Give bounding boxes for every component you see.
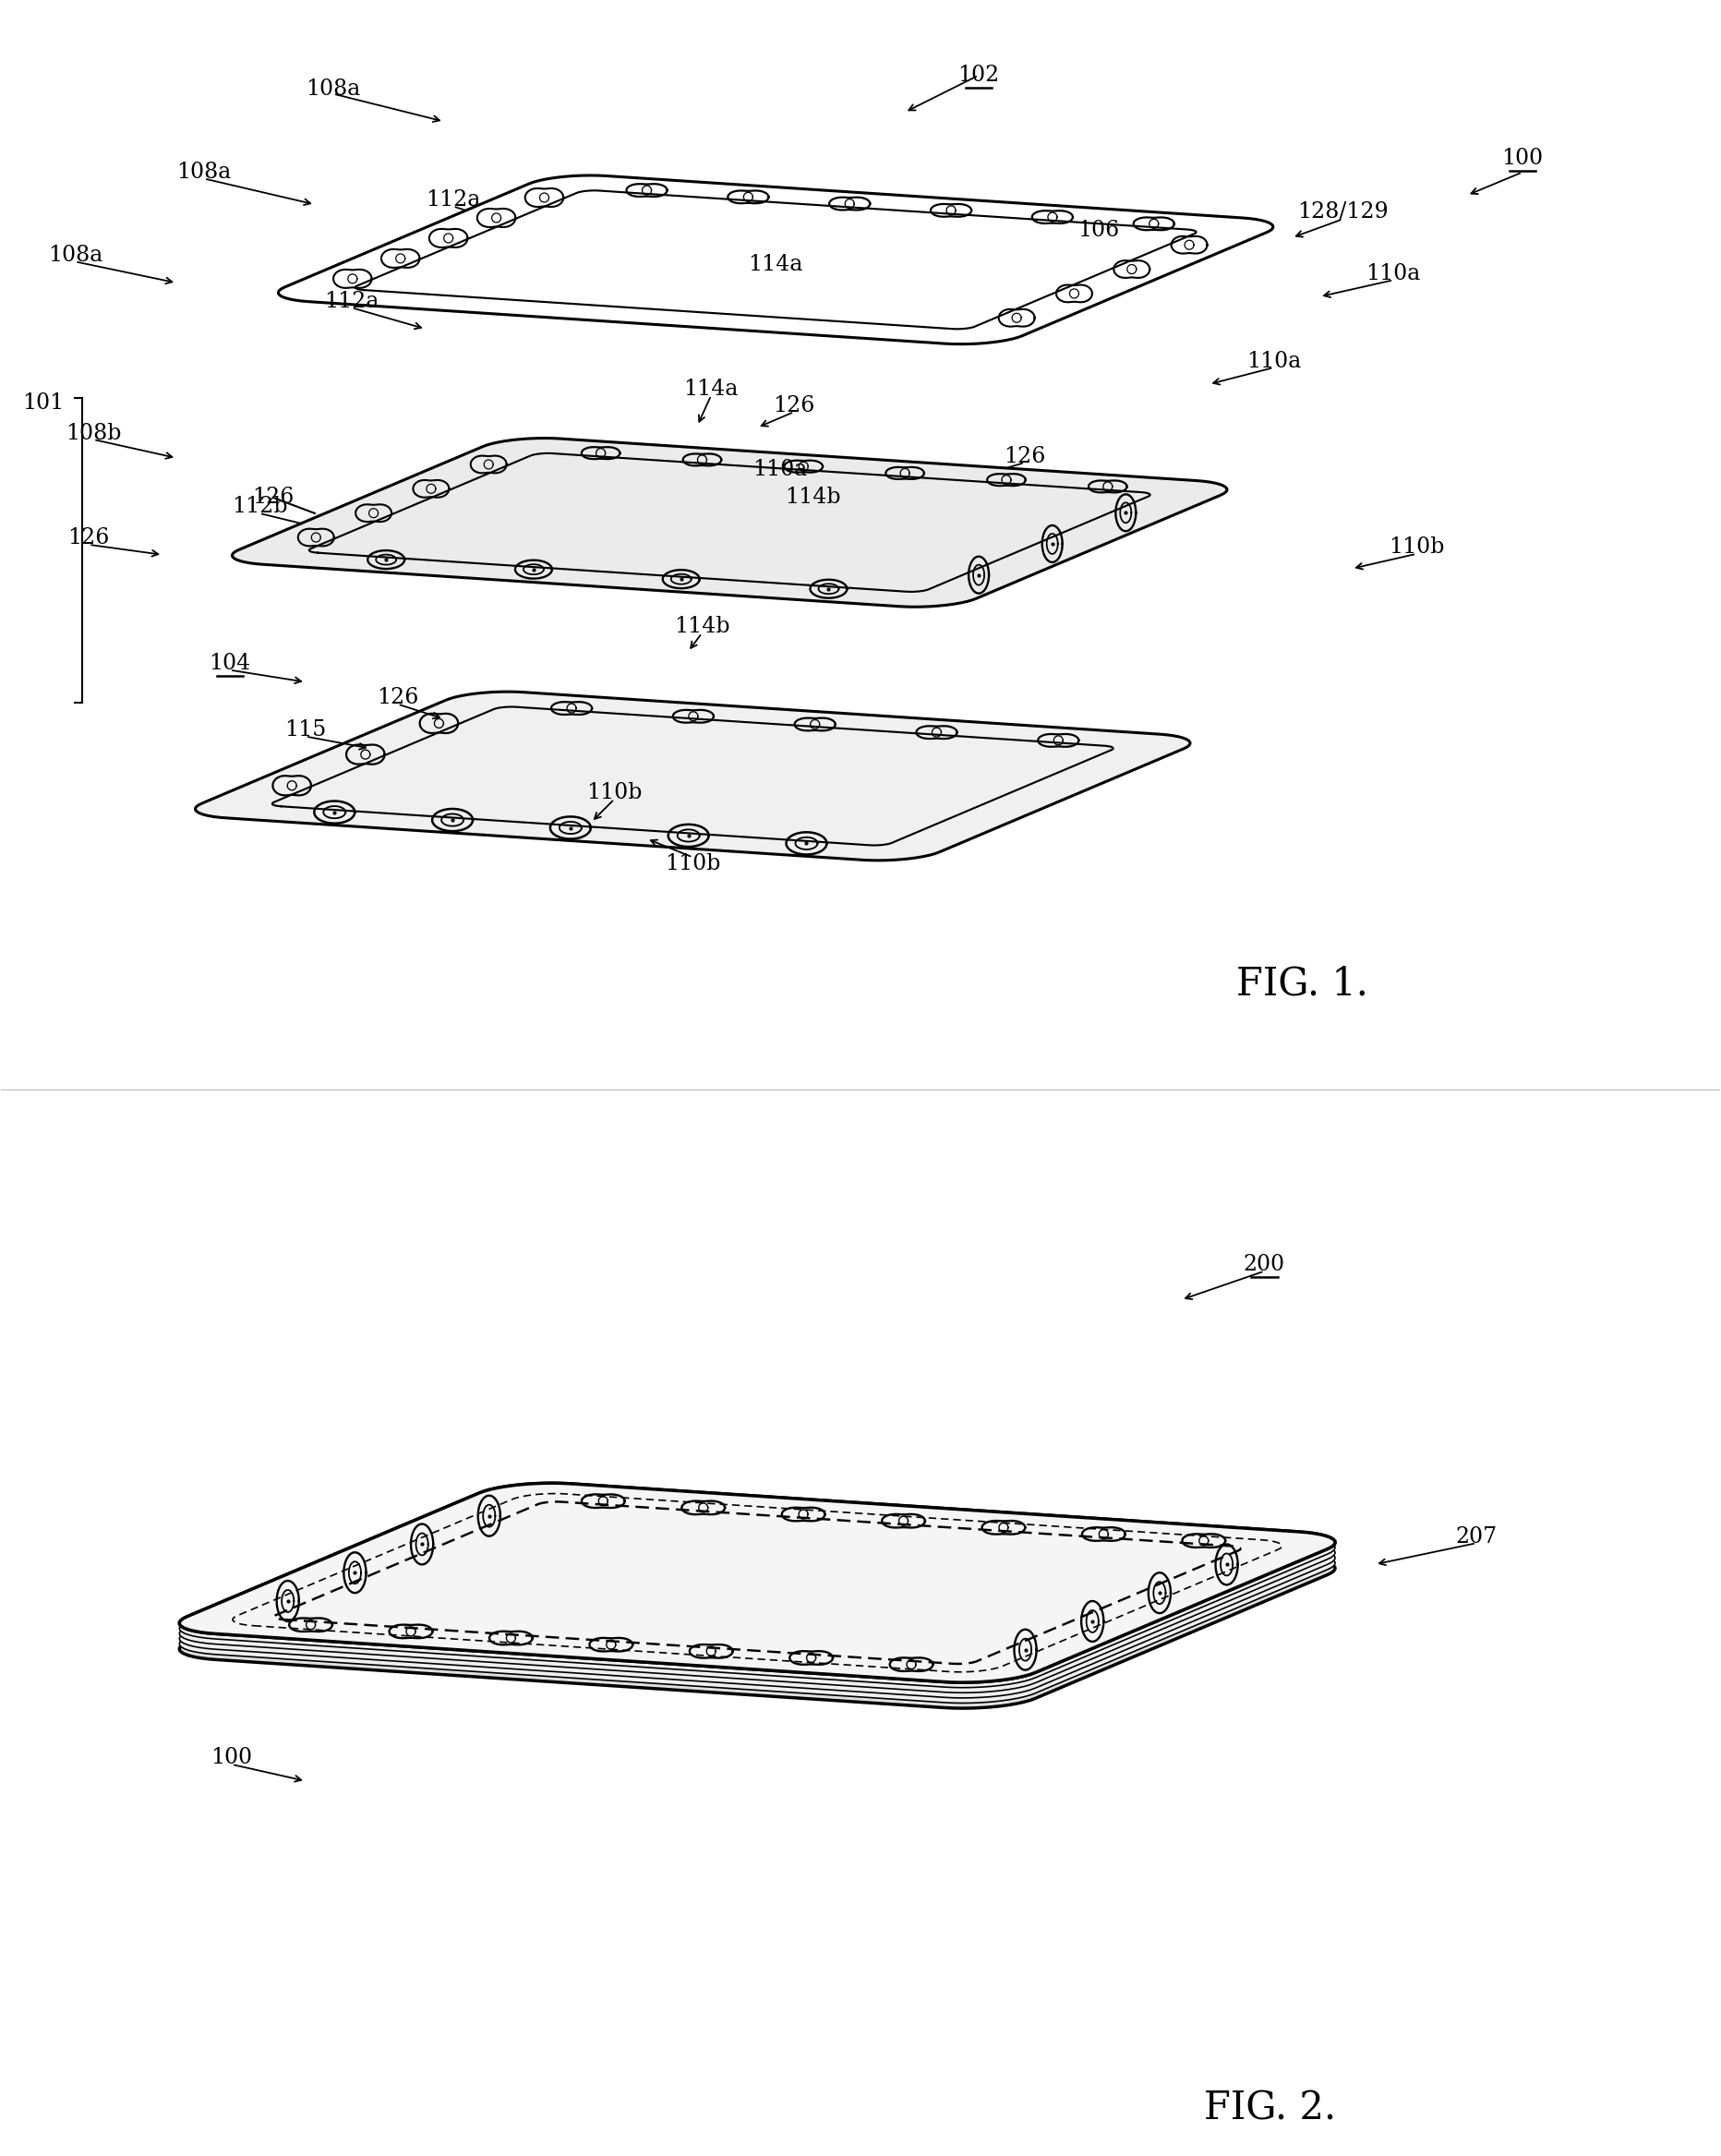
Text: 110b: 110b — [587, 783, 642, 804]
Text: 126: 126 — [1003, 446, 1046, 466]
Text: FIG. 1.: FIG. 1. — [1237, 964, 1368, 1003]
Text: 126: 126 — [253, 487, 294, 509]
Text: 110a: 110a — [1366, 263, 1422, 285]
Text: 200: 200 — [1244, 1255, 1286, 1276]
Polygon shape — [179, 1509, 1335, 1708]
Text: 100: 100 — [212, 1746, 253, 1768]
Text: 110b: 110b — [664, 854, 721, 875]
Text: 104: 104 — [208, 653, 251, 675]
Text: 100: 100 — [1502, 149, 1544, 168]
Text: 114b: 114b — [675, 617, 730, 638]
Text: 126: 126 — [773, 395, 816, 416]
Text: 207: 207 — [1456, 1526, 1497, 1548]
Polygon shape — [279, 175, 1274, 345]
Text: 110a: 110a — [754, 459, 807, 481]
Text: 108a: 108a — [306, 78, 360, 99]
Text: 114a: 114a — [749, 254, 804, 276]
Polygon shape — [196, 692, 1191, 860]
Text: 110b: 110b — [1389, 537, 1444, 558]
Text: FIG. 2.: FIG. 2. — [1205, 2089, 1337, 2128]
Polygon shape — [179, 1503, 1335, 1703]
Polygon shape — [179, 1488, 1335, 1688]
Text: 126: 126 — [67, 528, 110, 550]
Text: 112b: 112b — [232, 496, 287, 517]
Text: 106: 106 — [1077, 220, 1119, 241]
Text: 115: 115 — [284, 720, 327, 740]
Text: 126: 126 — [377, 688, 418, 709]
Polygon shape — [232, 438, 1227, 606]
Text: 108a: 108a — [177, 162, 231, 183]
Text: 110a: 110a — [1246, 351, 1301, 371]
Text: 128/129: 128/129 — [1298, 201, 1389, 222]
Polygon shape — [179, 1498, 1335, 1699]
Polygon shape — [179, 1483, 1335, 1682]
Text: 112a: 112a — [425, 190, 480, 211]
Text: 101: 101 — [22, 392, 64, 414]
Text: 102: 102 — [957, 65, 1000, 86]
Text: 108b: 108b — [65, 423, 122, 444]
Text: 112a: 112a — [324, 291, 379, 313]
Text: 108a: 108a — [48, 244, 102, 265]
Text: 114b: 114b — [785, 487, 840, 509]
Text: 114a: 114a — [683, 377, 738, 399]
Polygon shape — [179, 1494, 1335, 1692]
Polygon shape — [179, 1483, 1335, 1682]
